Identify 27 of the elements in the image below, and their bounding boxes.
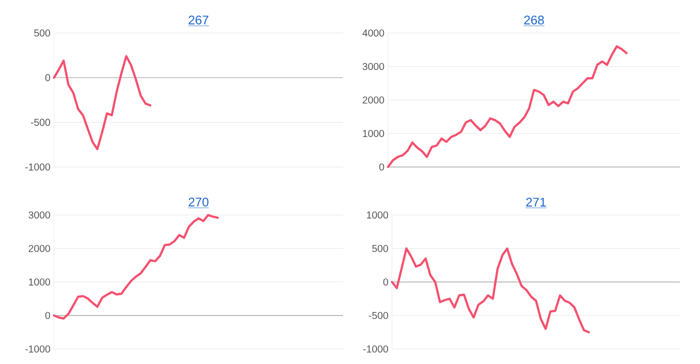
- chart-title: 268: [524, 16, 544, 24]
- y-tick-label: 1000: [366, 211, 388, 219]
- y-tick-label: 2000: [28, 244, 50, 252]
- y-tick-label: -1000: [363, 345, 388, 353]
- y-tick-label: 2000: [362, 96, 384, 104]
- y-tick-label: 500: [372, 244, 388, 252]
- y-tick-label: 0: [45, 74, 50, 82]
- chart-title: 267: [188, 16, 208, 24]
- y-tick-label: 0: [45, 312, 50, 320]
- y-tick-label: 500: [34, 29, 50, 37]
- line-series: [386, 45, 628, 168]
- y-tick-label: 3000: [28, 211, 50, 219]
- y-tick-label: -1000: [25, 345, 50, 353]
- y-tick-label: 0: [383, 278, 388, 286]
- y-tick-label: -1000: [25, 163, 50, 171]
- chart-title: 271: [526, 198, 546, 206]
- line-series: [52, 214, 219, 320]
- y-tick-label: 1000: [28, 278, 50, 286]
- y-tick-label: 3000: [362, 62, 384, 70]
- y-tick-label: 0: [379, 163, 384, 171]
- y-tick-label: 4000: [362, 29, 384, 37]
- y-tick-label: 1000: [362, 130, 384, 138]
- y-tick-label: -500: [368, 312, 388, 320]
- y-tick-label: -500: [30, 118, 50, 126]
- chart-title: 270: [188, 198, 208, 206]
- line-series: [52, 55, 152, 150]
- line-series: [390, 247, 590, 334]
